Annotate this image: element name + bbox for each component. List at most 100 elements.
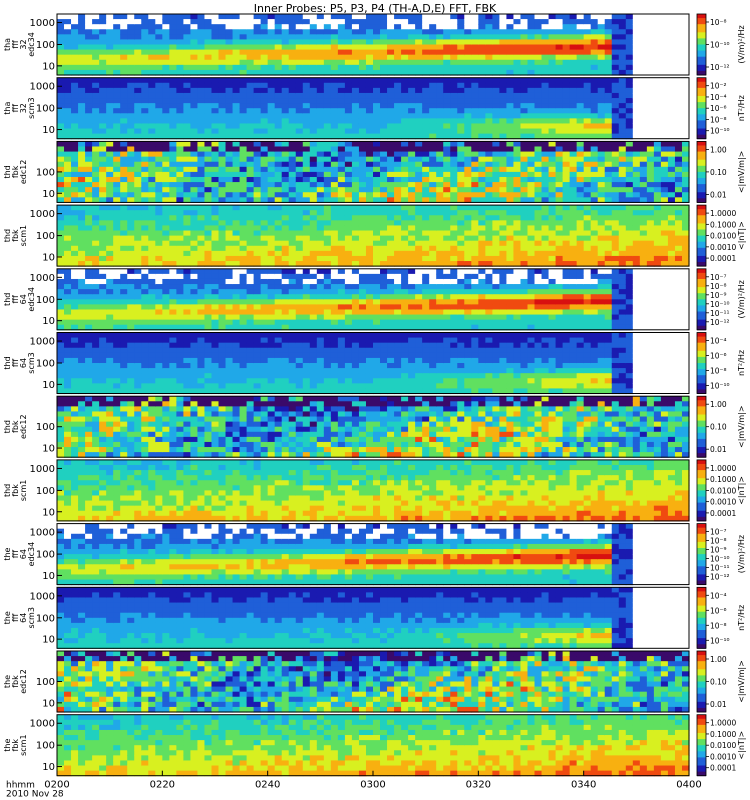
heatmap-cell (562, 133, 571, 140)
heatmap-cell (113, 156, 121, 163)
heatmap-cell (422, 255, 430, 262)
heatmap-cell (555, 176, 564, 183)
heatmap-cell (520, 44, 529, 51)
heatmap-cell (534, 245, 543, 252)
heatmap-cell (127, 273, 135, 280)
heatmap-cell (295, 182, 304, 188)
heatmap-cell (260, 64, 269, 71)
heatmap-cell (513, 118, 522, 125)
heatmap-cell (176, 24, 184, 30)
heatmap-cell (639, 230, 648, 237)
heatmap-cell (190, 176, 199, 183)
y-tick-label: 10 (42, 61, 55, 72)
heatmap-cell (78, 161, 86, 168)
heatmap-cell (323, 49, 332, 56)
heatmap-cell (415, 235, 423, 242)
heatmap-cell (365, 205, 374, 211)
heatmap-cell (246, 245, 255, 252)
heatmap-cell (57, 294, 65, 300)
heatmap-cell (576, 24, 585, 30)
heatmap-cell (204, 215, 213, 221)
heatmap-cell (92, 324, 100, 331)
heatmap-cell (401, 182, 409, 188)
heatmap-cell (569, 235, 578, 242)
heatmap-cell (127, 87, 135, 94)
heatmap-cell (155, 14, 163, 20)
heatmap-cell (225, 205, 234, 211)
heatmap-cell (506, 235, 515, 242)
heatmap-cell (71, 146, 79, 153)
heatmap-cell (190, 284, 199, 290)
heatmap-cell (134, 64, 142, 71)
heatmap-cell (478, 156, 486, 163)
heatmap-cell (316, 182, 325, 188)
heatmap-cell (302, 215, 311, 221)
heatmap-cell (134, 210, 142, 216)
heatmap-cell (562, 245, 571, 252)
heatmap-cell (387, 210, 395, 216)
heatmap-cell (260, 230, 269, 237)
heatmap-cell (155, 24, 163, 30)
heatmap-cell (401, 19, 409, 25)
heatmap-cell (127, 240, 135, 247)
heatmap-cell (99, 161, 107, 168)
colorbar-segment (697, 257, 706, 261)
heatmap-cell (127, 118, 135, 125)
heatmap-cell (106, 294, 114, 300)
heatmap-cell (569, 108, 578, 114)
heatmap-cell (653, 245, 662, 252)
heatmap-cell (323, 54, 332, 61)
heatmap-cell (485, 161, 493, 168)
heatmap-cell (667, 151, 676, 158)
heatmap-cell (541, 210, 550, 216)
heatmap-cell (450, 108, 458, 114)
heatmap-cell (302, 54, 311, 61)
heatmap-cell (239, 54, 248, 61)
colorbar-segment (697, 89, 706, 93)
heatmap-cell (541, 98, 550, 104)
heatmap-cell (632, 98, 641, 104)
heatmap-cell (218, 146, 227, 153)
heatmap-cell (548, 261, 557, 267)
heatmap-cell (71, 69, 79, 76)
heatmap-cell (499, 82, 508, 89)
heatmap-cell (232, 294, 241, 300)
heatmap-cell (520, 87, 529, 94)
heatmap-cell (611, 19, 620, 25)
heatmap-cell (232, 118, 241, 125)
heatmap-cell (274, 141, 283, 148)
heatmap-cell (316, 215, 325, 221)
heatmap-cell (246, 59, 255, 66)
heatmap-cell (632, 171, 641, 178)
heatmap-cell (387, 171, 395, 178)
heatmap-cell (681, 49, 690, 56)
heatmap-cell (295, 220, 304, 227)
heatmap-cell (597, 49, 606, 56)
heatmap-cell (316, 49, 325, 56)
heatmap-cell (99, 309, 107, 316)
heatmap-cell (471, 192, 479, 198)
heatmap-cell (113, 118, 121, 125)
heatmap-cell (562, 192, 571, 198)
heatmap-cell (674, 215, 683, 221)
heatmap-cell (632, 44, 641, 51)
heatmap-cell (71, 98, 79, 104)
heatmap-cell (527, 87, 536, 94)
heatmap-cell (583, 182, 592, 188)
heatmap-cell (295, 64, 304, 71)
heatmap-cell (499, 182, 508, 188)
heatmap-cell (660, 205, 669, 211)
heatmap-cell (211, 309, 220, 316)
heatmap-cell (295, 273, 304, 280)
heatmap-cell (330, 64, 339, 71)
heatmap-cell (569, 29, 578, 35)
heatmap-cell (85, 220, 93, 227)
heatmap-cell (625, 230, 634, 237)
heatmap-cell (632, 92, 641, 99)
heatmap-cell (141, 210, 149, 216)
heatmap-cell (120, 205, 128, 211)
heatmap-cell (232, 44, 241, 51)
heatmap-cell (134, 146, 142, 153)
heatmap-cell (288, 255, 297, 262)
heatmap-cell (309, 64, 318, 71)
